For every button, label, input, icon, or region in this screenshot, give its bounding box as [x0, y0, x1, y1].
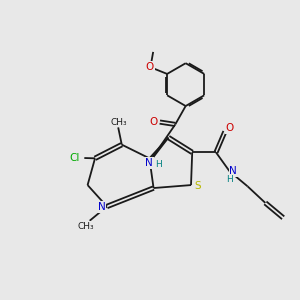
Text: S: S: [194, 181, 201, 191]
Text: CH₃: CH₃: [78, 222, 94, 231]
Text: N: N: [98, 202, 105, 212]
Text: Cl: Cl: [69, 153, 80, 163]
Text: N: N: [145, 158, 153, 168]
Text: CH₃: CH₃: [110, 118, 127, 127]
Text: H: H: [226, 175, 232, 184]
Text: O: O: [146, 62, 154, 72]
Text: N: N: [229, 166, 237, 176]
Text: O: O: [149, 117, 158, 127]
Text: H: H: [155, 160, 162, 169]
Text: O: O: [225, 123, 233, 133]
